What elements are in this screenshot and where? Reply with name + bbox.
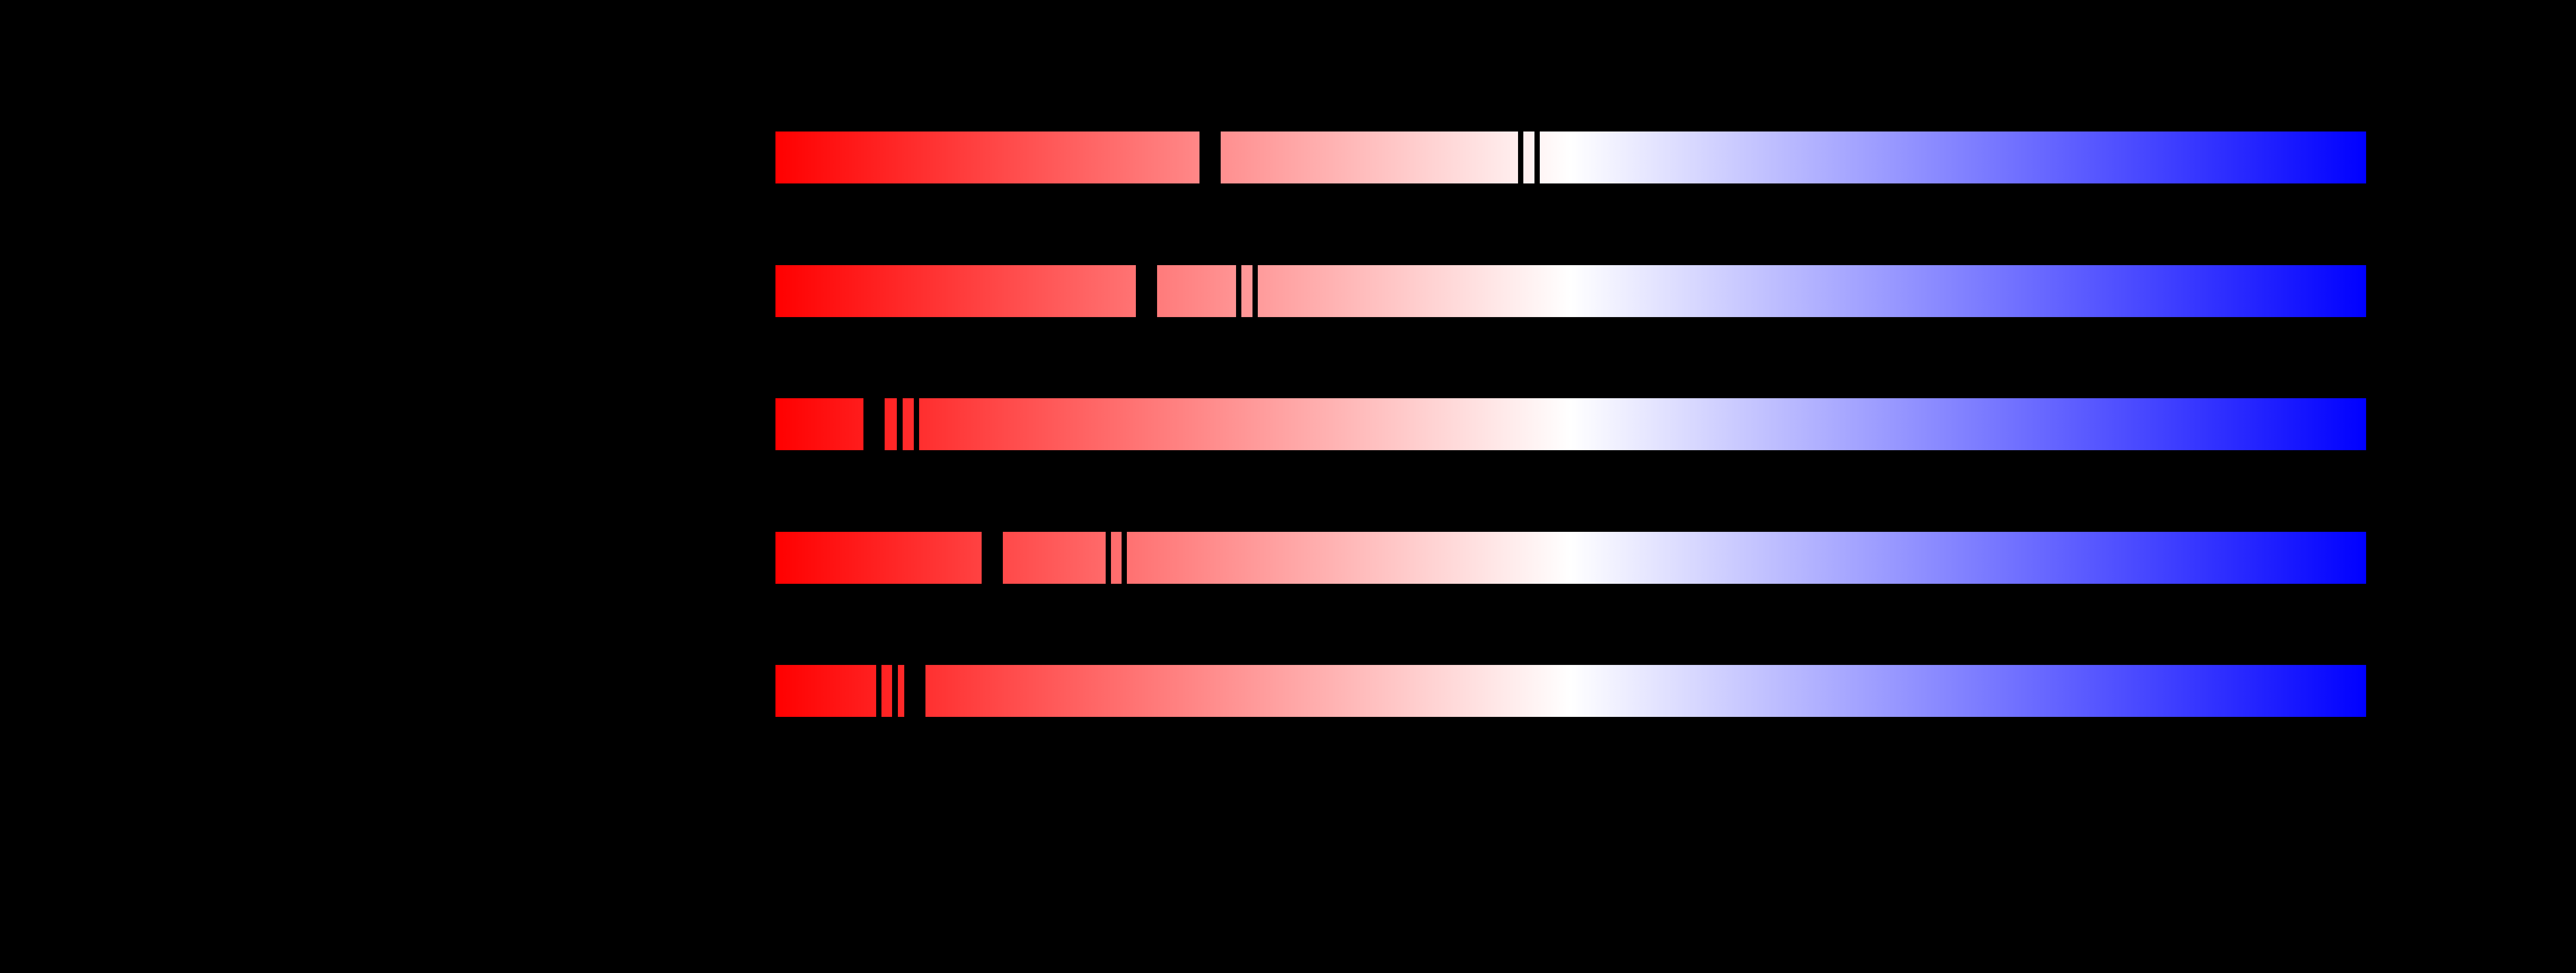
tick-mark-thin [913, 398, 919, 450]
gradient-bar-row-1 [775, 132, 2366, 183]
gradient-bar-row-3 [775, 398, 2366, 450]
gradient-bar-row-5 [775, 665, 2366, 717]
tick-mark-thick [1136, 265, 1158, 317]
tick-mark-thin [876, 665, 882, 717]
tick-mark-thin [1121, 532, 1127, 584]
gradient-bar-row-4 [775, 532, 2366, 584]
tick-mark-thin [1236, 265, 1242, 317]
tick-mark-thin [897, 398, 903, 450]
tick-mark-thick [1199, 132, 1221, 183]
tick-mark-thick [904, 665, 925, 717]
tick-mark-thin [892, 665, 898, 717]
tick-mark-thin [1534, 132, 1540, 183]
gradient-bar-row-2 [775, 265, 2366, 317]
tick-mark-thin [1252, 265, 1258, 317]
tick-mark-thin [1105, 532, 1111, 584]
tick-mark-thick [863, 398, 885, 450]
tick-mark-thin [1518, 132, 1523, 183]
tick-mark-thick [982, 532, 1003, 584]
